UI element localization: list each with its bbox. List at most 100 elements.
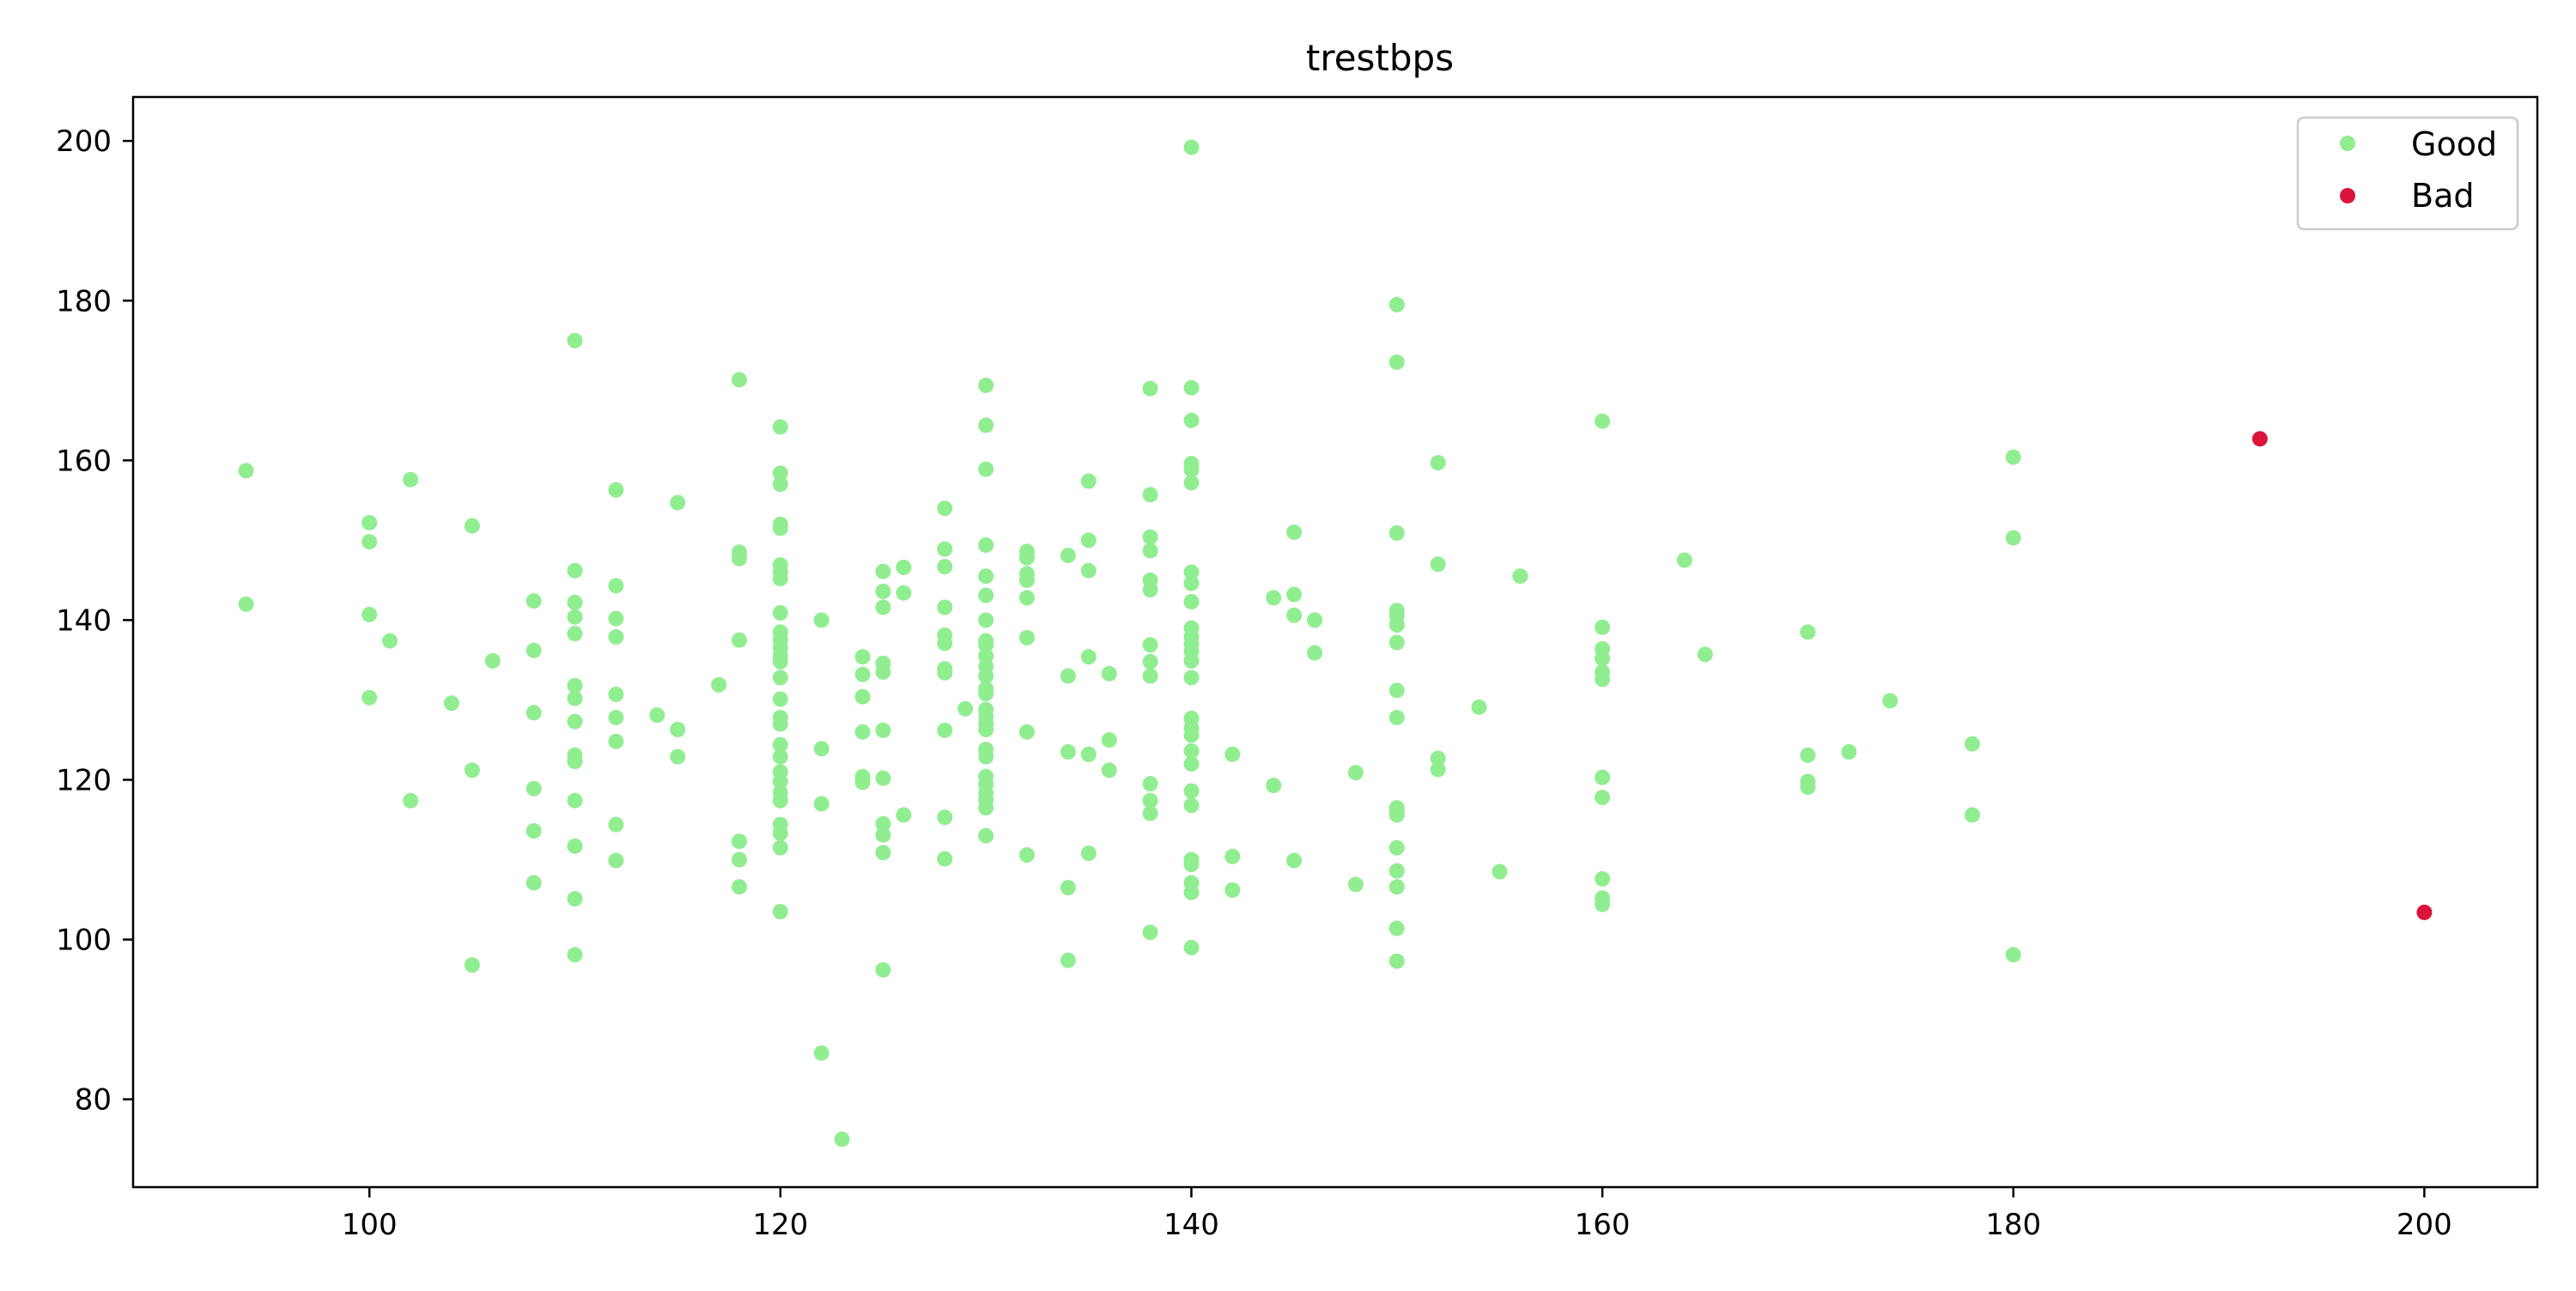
data-point-good xyxy=(1019,549,1035,566)
data-point-good xyxy=(854,666,871,682)
data-point-good xyxy=(1142,792,1158,809)
data-point-good xyxy=(1266,590,1282,606)
data-point-good xyxy=(608,686,624,702)
data-point-good xyxy=(813,796,829,812)
data-point-good xyxy=(1266,778,1282,793)
data-point-good xyxy=(567,609,583,625)
data-point-good xyxy=(813,1045,829,1061)
data-point-good xyxy=(1183,594,1200,609)
data-point-good xyxy=(1224,848,1241,864)
data-point-good xyxy=(772,571,788,586)
data-point-good xyxy=(361,534,378,550)
data-point-good xyxy=(2005,947,2021,963)
data-point-good xyxy=(1595,651,1611,667)
data-point-good xyxy=(875,815,891,832)
data-point-good xyxy=(1595,619,1611,635)
data-point-good xyxy=(526,642,542,658)
data-point-good xyxy=(896,807,912,823)
data-point-good xyxy=(1080,846,1097,862)
data-point-good xyxy=(1595,896,1611,912)
data-point-good xyxy=(526,593,542,609)
data-point-good xyxy=(1307,645,1323,661)
data-point-good xyxy=(732,879,747,895)
data-point-good xyxy=(526,875,542,891)
y-tick-label: 140 xyxy=(56,603,112,638)
data-point-good xyxy=(1964,736,1980,752)
data-point-good xyxy=(813,612,829,628)
legend: Good Bad xyxy=(2296,116,2519,231)
data-point-good xyxy=(1286,852,1303,869)
y-tick-label: 120 xyxy=(56,763,112,797)
data-point-good xyxy=(1595,790,1611,805)
data-point-good xyxy=(1142,542,1158,559)
data-point-good xyxy=(937,664,953,681)
data-point-good xyxy=(608,610,624,627)
data-point-good xyxy=(978,800,994,816)
data-point-good xyxy=(608,733,624,749)
data-point-good xyxy=(361,689,378,706)
data-point-good xyxy=(1183,797,1200,814)
y-tick-label: 200 xyxy=(56,124,112,159)
data-point-good xyxy=(896,585,912,601)
data-point-good xyxy=(1841,743,1857,760)
data-point-good xyxy=(1512,568,1528,585)
data-point-good xyxy=(1183,884,1200,900)
data-point-good xyxy=(443,695,459,712)
data-point-good xyxy=(1183,575,1200,591)
series-bad xyxy=(2251,431,2433,920)
data-point-good xyxy=(1595,769,1611,785)
data-point-good xyxy=(1388,920,1405,936)
data-point-good xyxy=(1101,665,1117,682)
data-point-good xyxy=(937,559,953,575)
data-point-good xyxy=(526,823,542,839)
data-point-good xyxy=(464,762,480,779)
data-point-good xyxy=(813,741,829,757)
data-point-good xyxy=(1183,412,1200,428)
data-point-good xyxy=(1183,564,1200,580)
y-axis: 80 100 120 140 160 180 200 xyxy=(56,124,133,1118)
data-point-good xyxy=(608,852,624,869)
data-point-good xyxy=(1183,755,1200,772)
data-point-good xyxy=(1492,864,1508,880)
data-point-good xyxy=(854,774,871,791)
data-point-good xyxy=(1430,750,1446,767)
data-point-good xyxy=(978,749,994,765)
data-point-good xyxy=(361,514,378,530)
data-point-good xyxy=(1183,743,1200,759)
data-point-good xyxy=(875,664,891,680)
data-point-good xyxy=(937,851,953,867)
data-point-good xyxy=(875,827,891,843)
data-point-good xyxy=(1142,653,1158,670)
data-point-good xyxy=(1142,924,1158,941)
data-point-good xyxy=(567,891,583,907)
data-point-good xyxy=(1388,863,1405,879)
data-point-good xyxy=(1595,413,1611,429)
data-point-good xyxy=(978,686,994,701)
data-point-good xyxy=(1676,552,1692,568)
data-point-good xyxy=(875,563,891,579)
y-tick-label: 160 xyxy=(56,444,112,478)
data-point-good xyxy=(1060,952,1076,968)
data-point-good xyxy=(1060,668,1076,684)
data-point-good xyxy=(567,792,583,809)
data-point-good xyxy=(772,691,788,707)
data-point-good xyxy=(484,652,501,669)
data-point-good xyxy=(1019,590,1035,606)
data-point-good xyxy=(1800,747,1816,763)
data-point-good xyxy=(875,770,891,786)
x-tick-label: 120 xyxy=(752,1208,808,1242)
data-point-good xyxy=(1060,548,1076,564)
data-point-good xyxy=(937,635,953,652)
data-point-good xyxy=(1964,807,1980,823)
data-point-good xyxy=(1183,462,1200,478)
data-point-good xyxy=(854,649,871,665)
data-point-good xyxy=(834,1131,850,1148)
data-point-good xyxy=(567,838,583,854)
data-point-good xyxy=(1183,670,1200,686)
data-point-good xyxy=(526,780,542,797)
data-point-good xyxy=(772,465,788,482)
data-point-good xyxy=(772,520,788,536)
data-point-good xyxy=(670,749,686,765)
data-point-good xyxy=(957,700,974,717)
